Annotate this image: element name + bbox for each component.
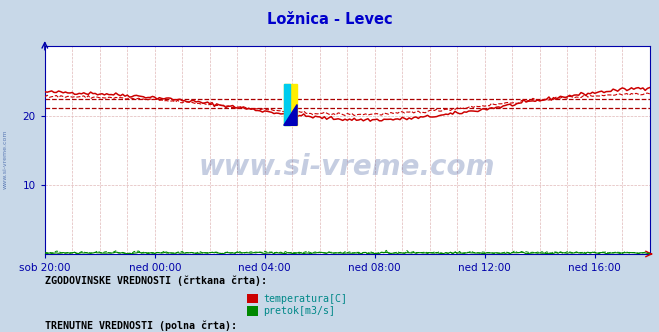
Text: www.si-vreme.com: www.si-vreme.com [3, 129, 8, 189]
Polygon shape [284, 105, 297, 125]
Bar [284, 84, 291, 125]
Text: ZGODOVINSKE VREDNOSTI (črtkana črta):: ZGODOVINSKE VREDNOSTI (črtkana črta): [45, 275, 267, 286]
Text: temperatura[C]: temperatura[C] [264, 294, 347, 304]
Text: www.si-vreme.com: www.si-vreme.com [199, 153, 496, 181]
Bar [284, 84, 297, 125]
Text: pretok[m3/s]: pretok[m3/s] [264, 306, 335, 316]
Text: TRENUTNE VREDNOSTI (polna črta):: TRENUTNE VREDNOSTI (polna črta): [45, 320, 237, 331]
Text: Ložnica - Levec: Ložnica - Levec [267, 12, 392, 27]
